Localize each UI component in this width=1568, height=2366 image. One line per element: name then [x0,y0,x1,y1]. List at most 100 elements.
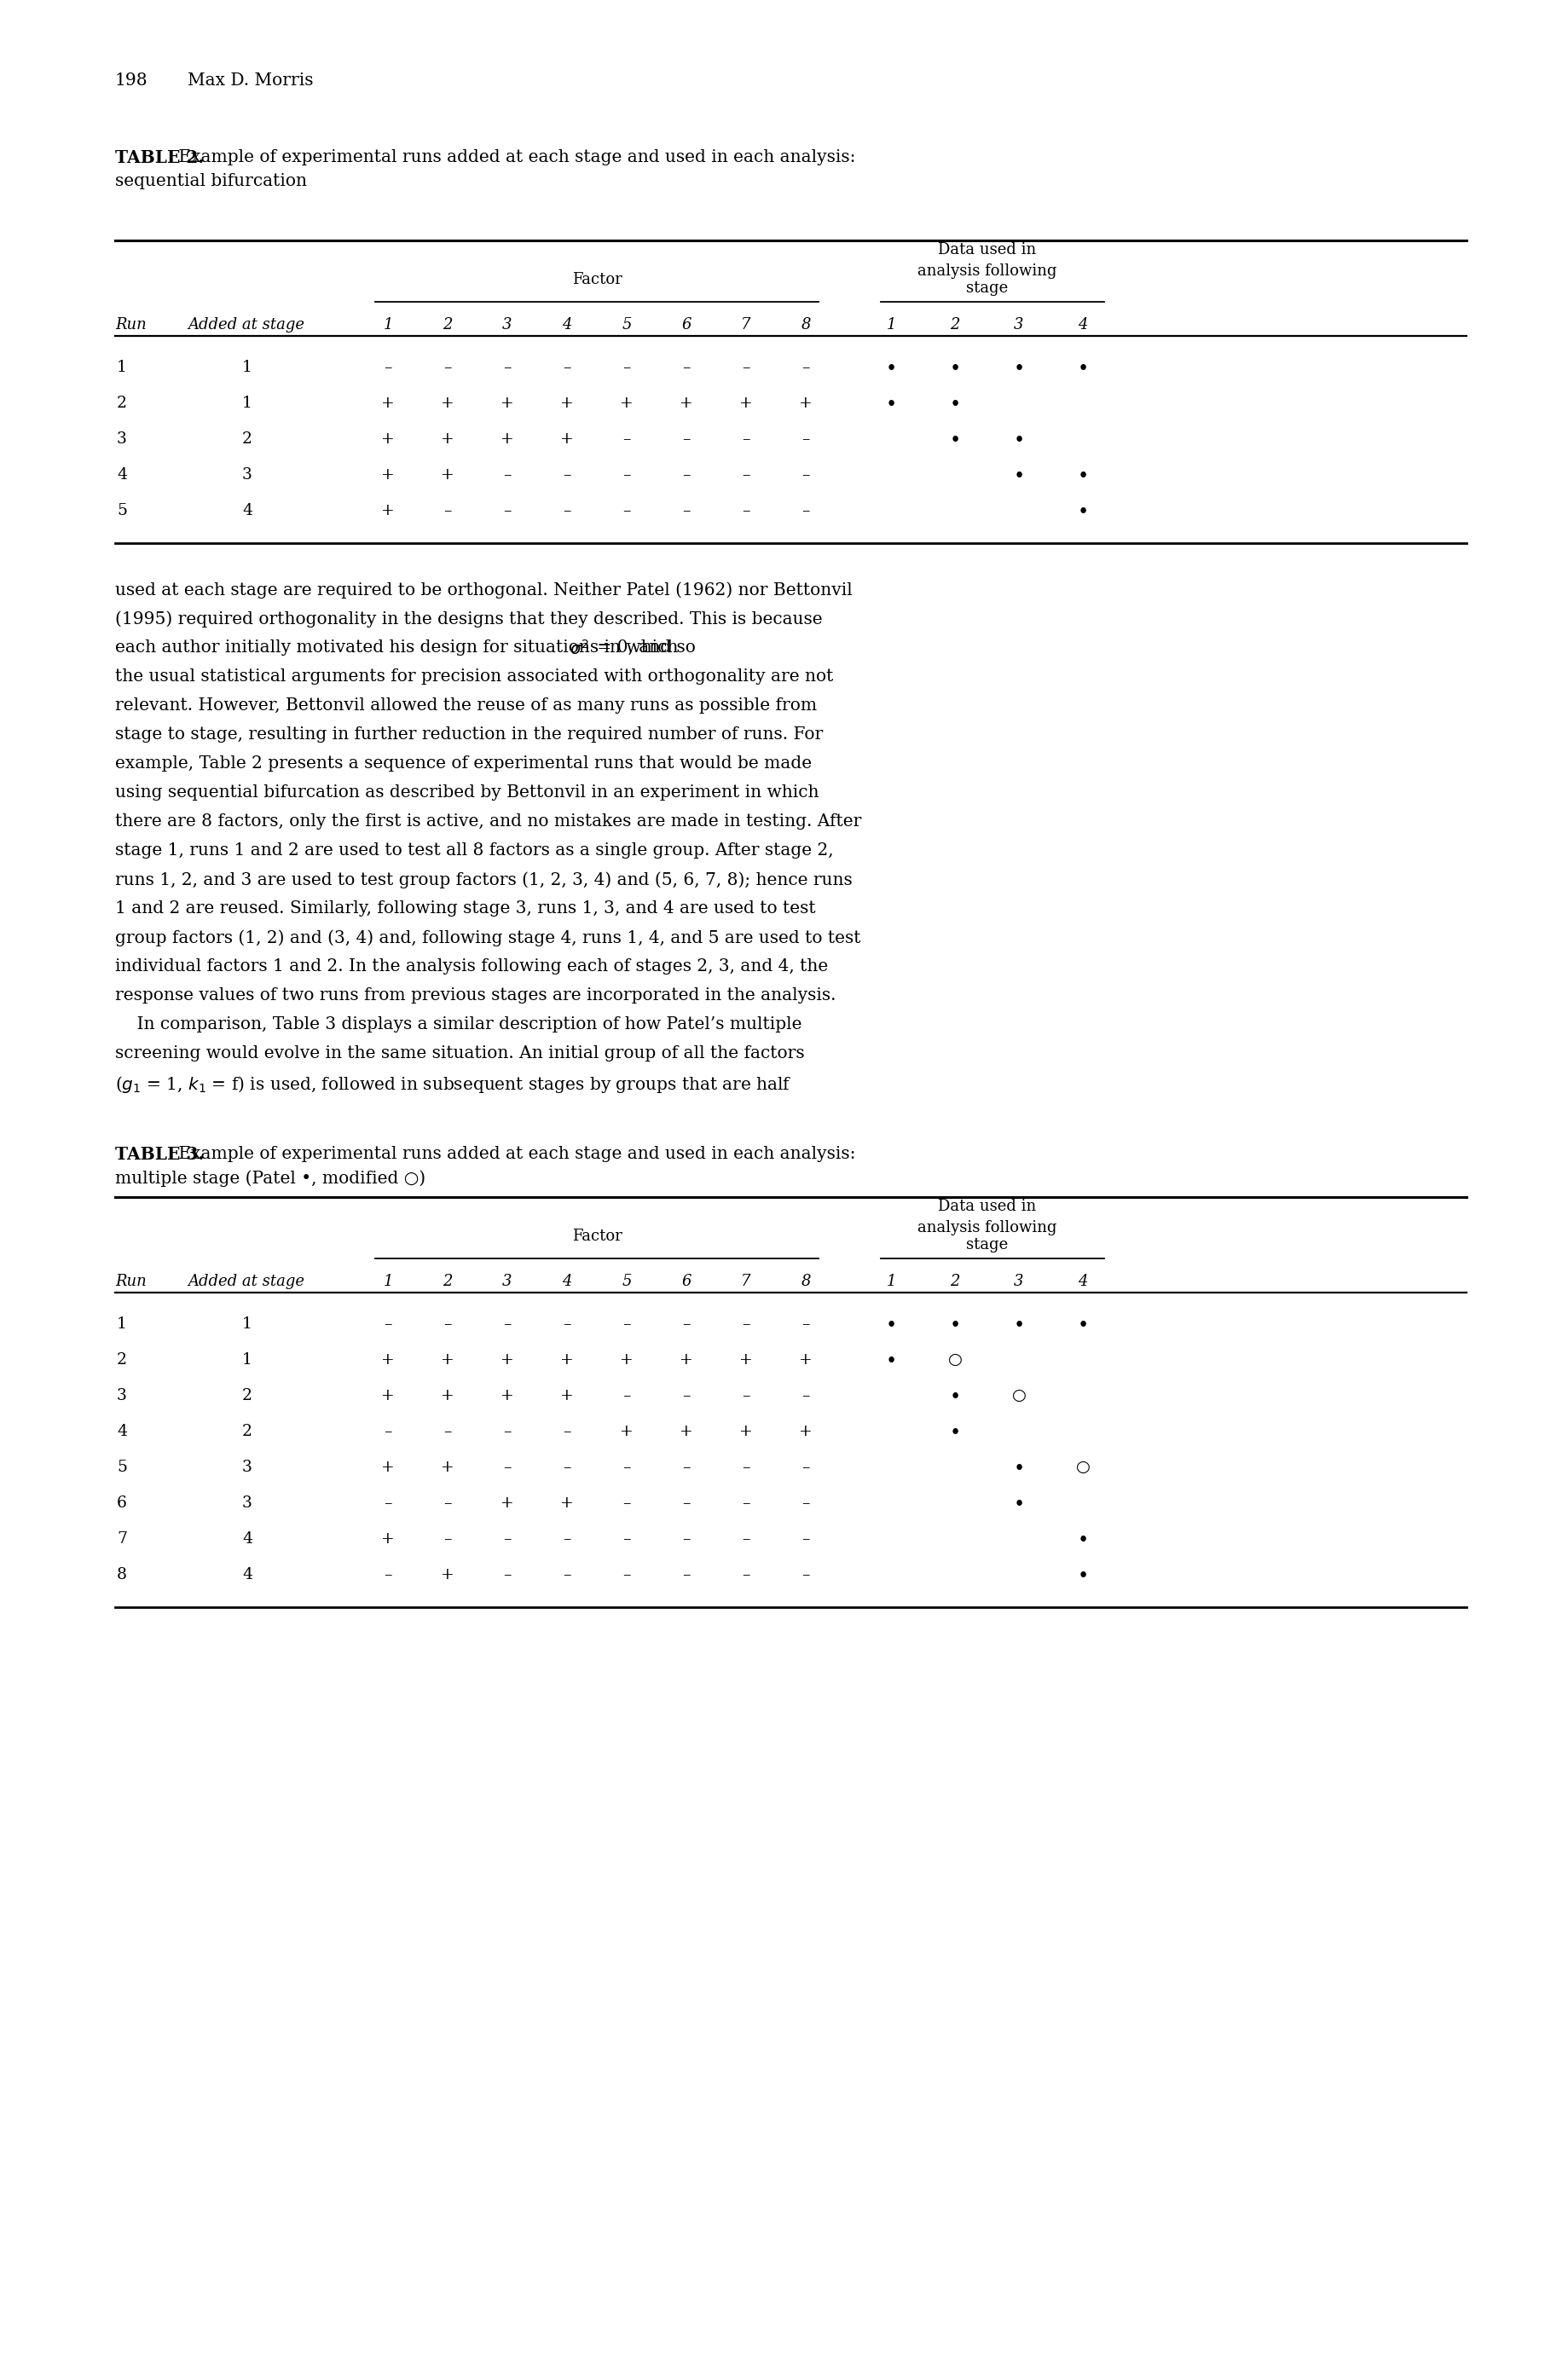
Text: –: – [682,466,690,483]
Text: –: – [742,360,750,376]
Text: –: – [742,466,750,483]
Text: –: – [622,1389,630,1403]
Text: +: + [560,431,574,447]
Text: stage 1, runs 1 and 2 are used to test all 8 factors as a single group. After st: stage 1, runs 1 and 2 are used to test a… [114,842,834,859]
Text: Factor: Factor [572,1228,622,1245]
Text: +: + [381,466,395,483]
Text: +: + [560,1353,574,1368]
Text: –: – [503,466,511,483]
Text: stage: stage [966,282,1008,296]
Text: •: • [1077,1315,1088,1334]
Text: –: – [682,1389,690,1403]
Text: ○: ○ [1011,1389,1025,1403]
Text: –: – [742,1495,750,1512]
Text: –: – [682,1315,690,1332]
Text: +: + [381,395,395,412]
Text: –: – [444,360,452,376]
Text: +: + [500,1353,514,1368]
Text: analysis following: analysis following [917,263,1057,279]
Text: +: + [381,1353,395,1368]
Text: response values of two runs from previous stages are incorporated in the analysi: response values of two runs from previou… [114,987,836,1003]
Text: •: • [1013,1315,1024,1334]
Text: +: + [441,1389,455,1403]
Text: +: + [800,1424,812,1439]
Text: +: + [381,504,395,518]
Text: 8: 8 [801,317,811,334]
Text: •: • [949,395,961,414]
Text: 6: 6 [682,1273,691,1289]
Text: 4: 4 [241,1566,252,1583]
Text: 2: 2 [241,1424,252,1439]
Text: 5: 5 [116,1460,127,1474]
Text: •: • [1013,466,1024,485]
Text: +: + [800,1353,812,1368]
Text: 7: 7 [116,1531,127,1547]
Text: –: – [384,360,392,376]
Text: –: – [742,1460,750,1474]
Text: +: + [679,1424,693,1439]
Text: 2: 2 [442,1273,453,1289]
Text: 3: 3 [118,431,127,447]
Text: 4: 4 [561,317,572,334]
Text: Data used in: Data used in [938,1200,1036,1214]
Text: 3: 3 [118,1389,127,1403]
Text: –: – [682,504,690,518]
Text: –: – [384,1566,392,1583]
Text: –: – [622,360,630,376]
Text: 7: 7 [742,317,751,334]
Text: 1: 1 [241,395,252,412]
Text: –: – [801,431,809,447]
Text: 5: 5 [622,1273,632,1289]
Text: 4: 4 [116,1424,127,1439]
Text: 4: 4 [241,1531,252,1547]
Text: 8: 8 [116,1566,127,1583]
Text: –: – [622,1495,630,1512]
Text: –: – [444,1315,452,1332]
Text: –: – [503,1566,511,1583]
Text: relevant. However, Bettonvil allowed the reuse of as many runs as possible from: relevant. However, Bettonvil allowed the… [114,698,817,715]
Text: •: • [886,395,897,414]
Text: each author initially motivated his design for situations in which: each author initially motivated his desi… [114,639,684,655]
Text: •: • [949,431,961,450]
Text: analysis following: analysis following [917,1221,1057,1235]
Text: (1995) required orthogonality in the designs that they described. This is becaus: (1995) required orthogonality in the des… [114,610,823,627]
Text: –: – [503,1315,511,1332]
Text: +: + [381,1389,395,1403]
Text: –: – [622,466,630,483]
Text: +: + [679,1353,693,1368]
Text: Max D. Morris: Max D. Morris [188,73,314,88]
Text: 1: 1 [118,360,127,376]
Text: screening would evolve in the same situation. An initial group of all the factor: screening would evolve in the same situa… [114,1046,804,1062]
Text: used at each stage are required to be orthogonal. Neither Patel (1962) nor Betto: used at each stage are required to be or… [114,582,853,599]
Text: 198: 198 [114,73,147,88]
Text: •: • [1077,360,1088,379]
Text: 2: 2 [116,395,127,412]
Text: +: + [441,395,455,412]
Text: –: – [384,1495,392,1512]
Text: Example of experimental runs added at each stage and used in each analysis:: Example of experimental runs added at ea… [172,1145,856,1162]
Text: –: – [622,1566,630,1583]
Text: –: – [622,1531,630,1547]
Text: –: – [563,466,571,483]
Text: sequential bifurcation: sequential bifurcation [114,173,307,189]
Text: –: – [742,431,750,447]
Text: –: – [444,1495,452,1512]
Text: •: • [949,360,961,379]
Text: –: – [742,1531,750,1547]
Text: –: – [801,1566,809,1583]
Text: +: + [740,1424,753,1439]
Text: 3: 3 [502,1273,513,1289]
Text: Run: Run [114,317,146,334]
Text: –: – [563,1315,571,1332]
Text: –: – [682,1495,690,1512]
Text: 1: 1 [886,317,895,334]
Text: 1: 1 [241,360,252,376]
Text: –: – [563,504,571,518]
Text: +: + [500,431,514,447]
Text: –: – [444,1424,452,1439]
Text: 2: 2 [116,1353,127,1368]
Text: •: • [1013,1495,1024,1514]
Text: –: – [801,1315,809,1332]
Text: –: – [444,504,452,518]
Text: –: – [503,1424,511,1439]
